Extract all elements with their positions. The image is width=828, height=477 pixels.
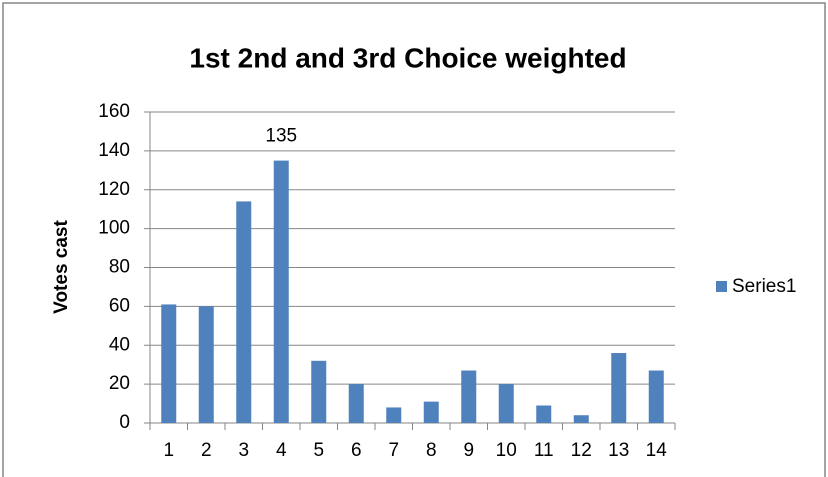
y-tick-label: 120 [98, 179, 130, 200]
bar [498, 384, 514, 423]
x-tick-label: 11 [534, 440, 554, 461]
y-tick-label: 20 [109, 373, 130, 394]
y-tick-label: 160 [98, 101, 130, 122]
bar [386, 407, 402, 423]
x-tick-label: 3 [238, 440, 249, 461]
bar [348, 384, 364, 423]
x-tick-label: 5 [313, 440, 324, 461]
x-tick-label: 1 [163, 440, 174, 461]
y-tick-label: 0 [119, 412, 130, 433]
bar [423, 401, 439, 423]
x-tick-label: 8 [426, 440, 437, 461]
x-tick-label: 6 [351, 440, 362, 461]
bar [198, 306, 214, 423]
chart-title: 1st 2nd and 3rd Choice weighted [189, 42, 626, 73]
bar [536, 405, 552, 423]
bar [648, 370, 664, 423]
bar [611, 353, 627, 423]
bar [461, 370, 477, 423]
bar [236, 201, 252, 423]
y-tick-label: 140 [98, 140, 130, 161]
bar [273, 160, 289, 423]
x-tick-label: 12 [571, 440, 592, 461]
y-tick-label: 80 [109, 257, 130, 278]
data-label: 135 [265, 126, 297, 147]
y-tick-label: 60 [109, 295, 130, 316]
x-tick-label: 9 [463, 440, 474, 461]
x-tick-label: 2 [201, 440, 212, 461]
bar [161, 304, 177, 423]
x-tick-label: 14 [646, 440, 668, 461]
x-tick-label: 4 [276, 440, 287, 461]
y-tick-label: 100 [98, 218, 130, 239]
y-tick-label: 40 [109, 334, 130, 355]
legend-swatch [716, 281, 727, 292]
x-tick-label: 7 [388, 440, 399, 461]
legend-label: Series1 [732, 276, 796, 297]
x-tick-label: 13 [608, 440, 629, 461]
x-tick-label: 10 [496, 440, 517, 461]
bar [311, 360, 327, 423]
bar [573, 415, 589, 423]
y-axis-label: Votes cast [51, 220, 72, 314]
